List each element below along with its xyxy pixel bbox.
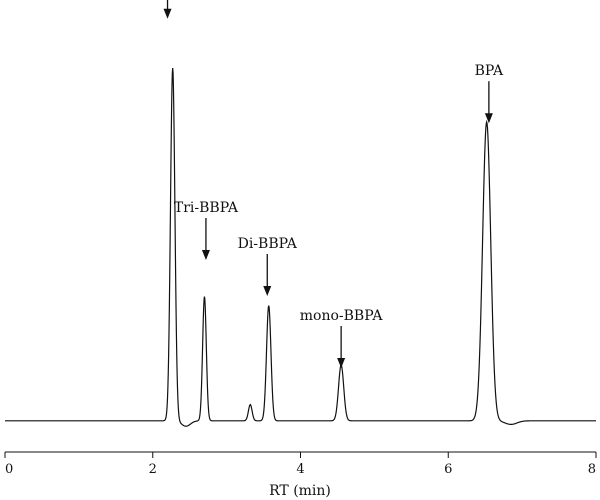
peak-label: Di-BBPA: [238, 236, 298, 252]
arrow-head: [163, 8, 172, 19]
peak-annotation: BPA: [475, 63, 504, 124]
peak-annotation: Tri-BBPA: [174, 200, 239, 260]
arrow-head: [263, 286, 272, 296]
arrow-head: [337, 358, 346, 368]
peak-label: mono-BBPA: [300, 308, 384, 324]
chromatogram-trace: [5, 68, 596, 427]
peak-annotation: TBBPA: [163, 0, 172, 19]
x-tick-label: 0: [5, 462, 13, 477]
arrow-head: [201, 250, 210, 260]
peak-label: Tri-BBPA: [174, 200, 239, 216]
peak-annotation: Di-BBPA: [238, 236, 298, 296]
x-axis-label: RT (min): [269, 483, 331, 499]
peak-annotation: mono-BBPA: [300, 308, 384, 368]
arrow-head: [484, 113, 493, 124]
peak-label: BPA: [475, 63, 504, 79]
x-tick-label: 8: [588, 462, 596, 477]
x-tick-label: 4: [296, 462, 304, 477]
x-tick-label: 6: [444, 462, 452, 477]
x-tick-label: 2: [149, 462, 157, 477]
